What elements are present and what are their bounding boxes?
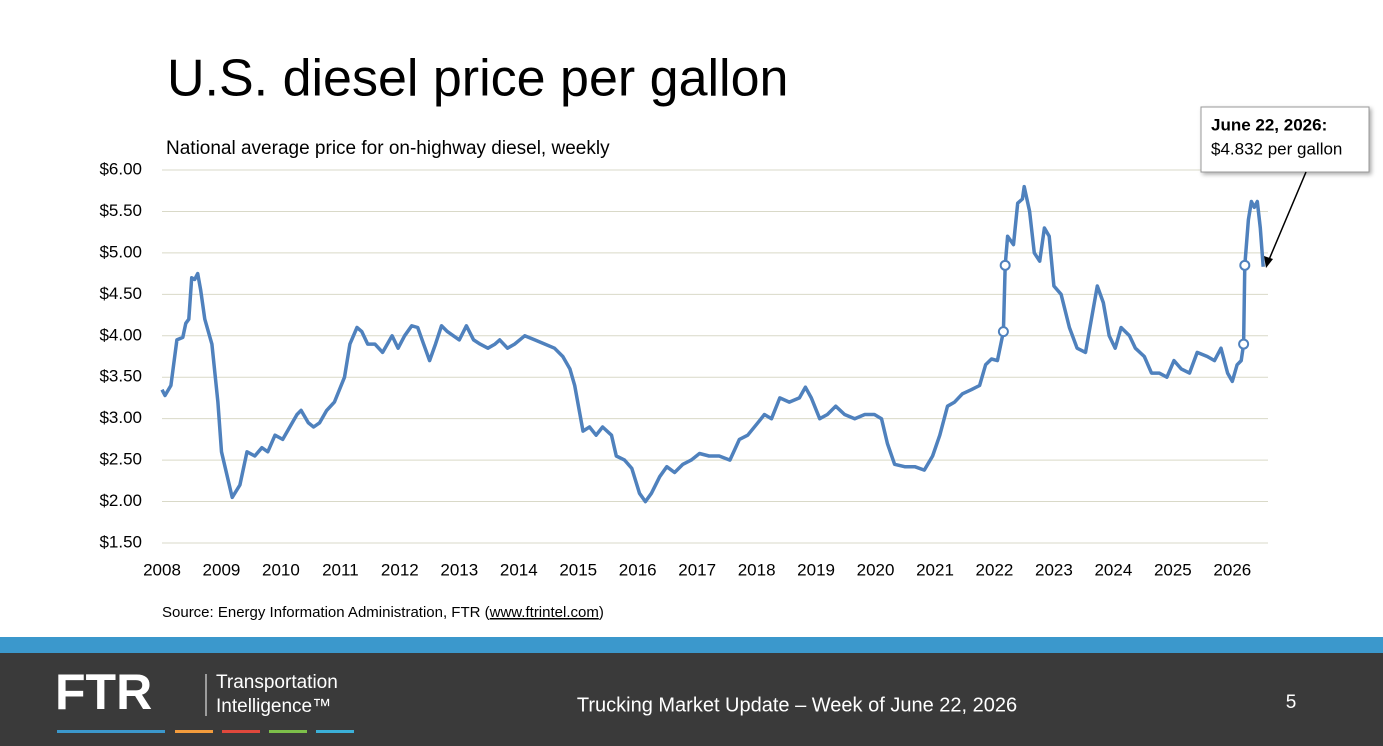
highlight-marker — [1239, 259, 1251, 271]
annotation-box — [1200, 106, 1370, 173]
x-tick-label: 2011 — [322, 560, 359, 579]
x-tick-label: 2021 — [916, 560, 954, 579]
x-tick-label: 2013 — [440, 560, 478, 579]
x-tick-label: 2016 — [619, 560, 657, 579]
brand-line-2: Intelligence™ — [216, 696, 331, 717]
x-tick-label: 2019 — [797, 560, 835, 579]
footer-logo: FTR — [55, 664, 152, 720]
y-tick-label: $4.50 — [99, 284, 142, 303]
plot: $1.50 $2.00 $2.50 $3.00 $3.50 $4.00 $4.50 $5.00… — [99, 159, 1268, 579]
logo-bar — [316, 730, 354, 733]
x-tick-label: 2014 — [500, 560, 538, 579]
x-tick-label: 2017 — [678, 560, 716, 579]
chart-subtitle: National average price for on-highway di… — [166, 138, 610, 159]
x-tick-label: 2026 — [1213, 560, 1251, 579]
price-line — [160, 184, 1265, 504]
footer-stripe — [0, 637, 1383, 653]
y-tick-label: $2.00 — [99, 491, 142, 510]
source-prefix: Source: Energy Information Administratio… — [162, 604, 490, 621]
x-tick-label: 2012 — [381, 560, 419, 579]
page-number: 5 — [1286, 692, 1297, 713]
annotation-heading: June 22, 2026: — [1211, 115, 1327, 134]
x-tick-label: 2015 — [559, 560, 597, 579]
x-tick-label: 2025 — [1154, 560, 1192, 579]
y-tick-label: $6.00 — [99, 159, 142, 178]
y-tick-label: $3.50 — [99, 367, 142, 386]
highlight-marker — [1238, 338, 1250, 350]
source-suffix: ) — [599, 604, 604, 621]
source-link[interactable]: www.ftrintel.com — [489, 604, 599, 621]
annotation-arrow — [1267, 171, 1307, 263]
slide-title: U.S. diesel price per gallon — [167, 50, 788, 108]
x-tick-label: 2023 — [1035, 560, 1073, 579]
y-tick-label: $3.00 — [99, 408, 142, 427]
x-tick-label: 2008 — [143, 560, 181, 579]
y-tick-label: $5.00 — [99, 242, 142, 261]
y-tick-label: $1.50 — [99, 532, 142, 551]
logo-bar — [269, 730, 307, 733]
logo-bar — [175, 730, 213, 733]
arrow-head — [1264, 256, 1273, 268]
y-tick-label: $5.50 — [99, 201, 142, 220]
source: Source: Energy Information Administratio… — [162, 604, 604, 621]
logo-bar — [57, 730, 165, 733]
x-tick-label: 2018 — [738, 560, 776, 579]
highlight-marker — [997, 326, 1009, 338]
highlight-marker — [999, 259, 1011, 271]
x-tick-label: 2022 — [976, 560, 1014, 579]
logo-bar — [222, 730, 260, 733]
x-tick-label: 2009 — [203, 560, 241, 579]
footer-title: Trucking Market Update – Week of June 22… — [577, 694, 1017, 716]
brand-line-1: Transportation — [216, 672, 338, 693]
x-tick-label: 2024 — [1094, 560, 1132, 579]
x-tick-label: 2020 — [857, 560, 895, 579]
y-tick-label: $2.50 — [99, 450, 142, 469]
y-tick-label: $4.00 — [99, 325, 142, 344]
annotation-text: $4.832 per gallon — [1211, 139, 1342, 158]
x-tick-label: 2010 — [262, 560, 300, 579]
